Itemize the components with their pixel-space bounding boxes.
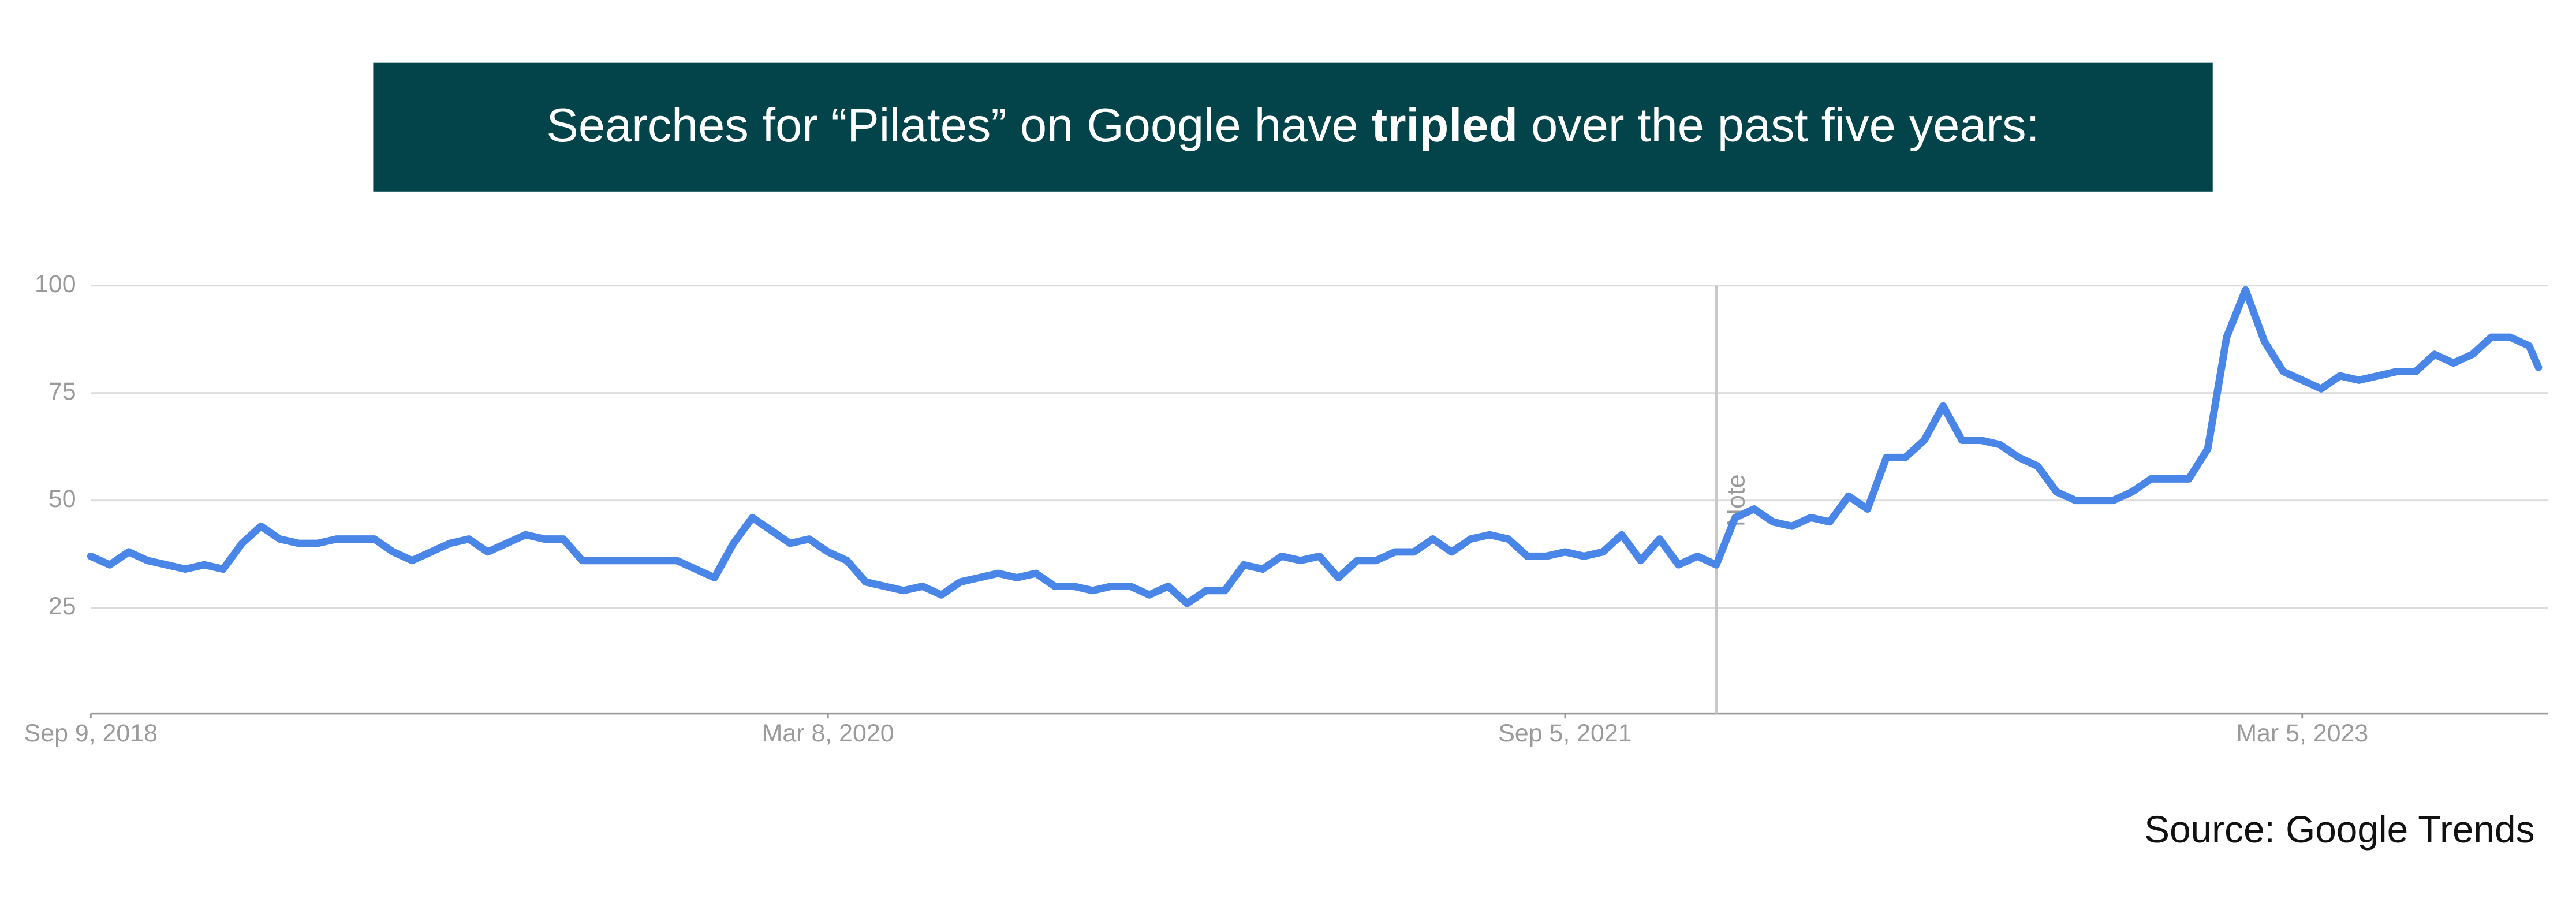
x-tick-label: Mar 5, 2023 <box>2236 719 2368 747</box>
x-tick-label: Mar 8, 2020 <box>762 719 894 747</box>
x-tick-label: Sep 5, 2021 <box>1498 719 1632 747</box>
title-box <box>373 62 2213 192</box>
chart-title: Searches for “Pilates” on Google have tr… <box>547 98 2040 152</box>
title-emphasis: tripled <box>1372 98 1518 152</box>
y-tick-label: 75 <box>48 378 76 405</box>
data-line <box>87 286 2543 607</box>
y-tick-label: 100 <box>35 270 76 298</box>
x-tick-label: Sep 9, 2018 <box>24 719 158 747</box>
source: Source: Google Trends <box>2144 808 2534 851</box>
y-tick-label: 50 <box>48 485 76 513</box>
y-tick-label: 25 <box>48 592 76 620</box>
